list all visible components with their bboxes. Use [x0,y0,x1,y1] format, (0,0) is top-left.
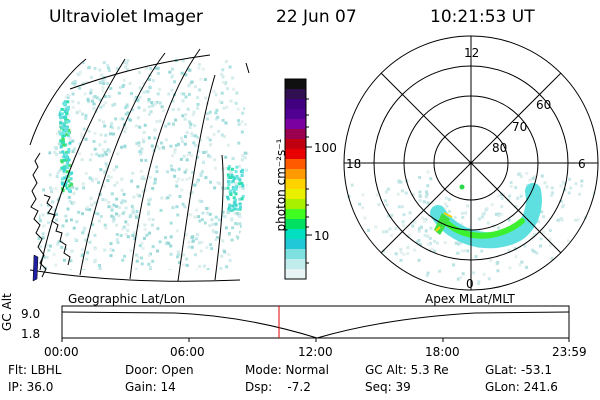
altitude-ytick-9: 9.0 [21,307,41,321]
color-scale-ticks [306,98,312,264]
polar-caption: Apex MLat/MLT [425,292,515,306]
mlt-label-18: 18 [346,157,362,171]
polar-grid [343,35,599,291]
time-tick-2359: 23:59 [552,345,587,359]
color-scale-bar [284,78,312,280]
mlt-label-6: 6 [578,157,586,171]
time-tick-1800: 18:00 [425,345,460,359]
glon-info: GLon: 241.6 [485,380,558,394]
mode-info: Mode: Normal [245,363,329,377]
gain-info: Gain: 14 [125,380,176,394]
coastline [30,152,71,278]
mlat-label-60: 60 [536,98,552,112]
instrument-title: Ultraviolet Imager [49,7,203,27]
altitude-ytick-1-8: 1.8 [21,327,41,341]
ip-info: IP: 36.0 [8,380,54,394]
mlt-label-0: 0 [466,277,474,291]
auroral-oval [430,183,542,249]
color-scale-tick-100: 100 [314,141,337,155]
geographic-grid [29,48,250,282]
time-tick-0600: 06:00 [170,345,205,359]
door-info: Door: Open [125,363,194,377]
mlt-label-12: 12 [464,46,480,60]
mlat-label-80: 80 [492,141,508,155]
geographic-image [29,48,250,282]
color-scale-swatches [285,79,306,280]
altitude-curve [61,311,570,339]
gc-alt-info: GC Alt: 5.3 Re [365,363,449,377]
polar-mlat-mlt-plot [343,35,599,291]
color-scale-tick-10: 10 [314,229,330,243]
observation-time: 10:21:53 UT [430,7,535,27]
seq-info: Seq: 39 [365,380,411,394]
glat-info: GLat: -53.1 [485,363,552,377]
time-tick-0000: 00:00 [44,345,79,359]
time-tick-1200: 12:00 [298,345,333,359]
altitude-timeline [61,305,570,342]
dsp-info: Dsp: -7.2 [245,380,311,394]
coastline-fill [32,254,39,282]
color-scale-label: photon cm⁻²s⁻¹ [274,138,288,232]
altitude-ticks [61,338,570,342]
mlat-label-70: 70 [512,120,528,134]
filter-info: Flt: LBHL [8,363,62,377]
uv-emission-speckle [36,59,249,270]
geographic-caption: Geographic Lat/Lon [68,292,186,306]
altitude-ylabel: GC Alt [0,293,14,331]
observation-date: 22 Jun 07 [276,7,357,27]
